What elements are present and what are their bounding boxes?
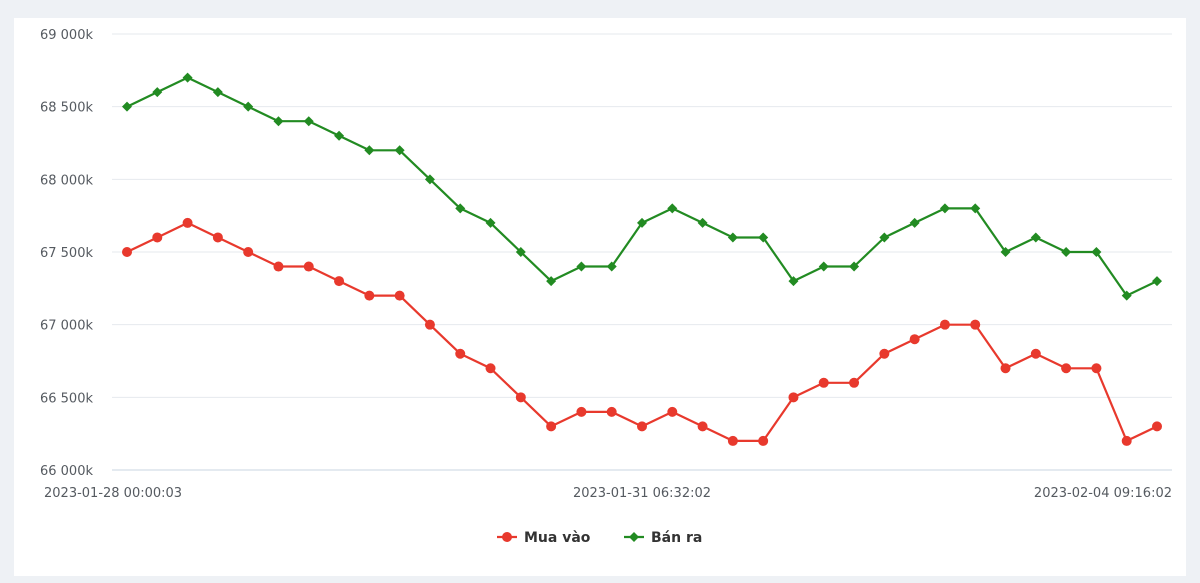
data-point[interactable] [152, 87, 163, 98]
chart-panel [14, 18, 1186, 576]
series-layer [122, 72, 1162, 446]
data-point[interactable] [546, 421, 557, 432]
data-point[interactable] [273, 261, 284, 272]
data-point[interactable] [637, 421, 647, 432]
data-point[interactable] [1061, 247, 1072, 257]
legend-label: Mua vào [524, 530, 591, 546]
data-point[interactable] [334, 130, 345, 141]
data-point[interactable] [879, 232, 890, 243]
data-point[interactable] [243, 247, 254, 257]
data-point[interactable] [424, 319, 435, 330]
data-point[interactable] [485, 363, 496, 374]
y-tick-label: 67 500k [40, 246, 93, 261]
data-point[interactable] [879, 348, 890, 359]
data-point[interactable] [546, 276, 557, 287]
x-tick-label: 2023-01-28 00:00:03 [44, 486, 182, 501]
data-point[interactable] [727, 232, 738, 243]
data-point[interactable] [576, 406, 587, 417]
data-point[interactable] [576, 261, 587, 272]
data-point[interactable] [212, 232, 223, 243]
data-point[interactable] [182, 217, 193, 228]
data-point[interactable] [758, 435, 769, 446]
data-point[interactable] [485, 217, 496, 228]
y-tick-label: 68 500k [40, 101, 93, 116]
data-point[interactable] [606, 261, 617, 272]
grid-layer [112, 33, 1172, 471]
data-point[interactable] [939, 319, 950, 330]
data-point[interactable] [364, 290, 375, 301]
data-point[interactable] [1121, 435, 1132, 446]
data-point[interactable] [637, 217, 647, 228]
data-point[interactable] [909, 334, 920, 345]
y-axis: 66 000k 66 500k 67 000k 67 500k 68 000k 68 50… [40, 28, 93, 479]
data-point[interactable] [697, 421, 708, 432]
data-point[interactable] [455, 203, 466, 214]
data-point[interactable] [1061, 363, 1072, 374]
data-point[interactable] [273, 116, 284, 127]
data-point[interactable] [939, 203, 950, 214]
data-point[interactable] [1000, 247, 1011, 257]
data-point[interactable] [667, 203, 678, 214]
y-tick-label: 66 500k [40, 391, 93, 406]
data-point[interactable] [727, 435, 738, 446]
y-tick-label: 69 000k [40, 28, 93, 43]
data-point[interactable] [303, 261, 314, 272]
data-point[interactable] [788, 392, 799, 403]
data-point[interactable] [818, 261, 829, 272]
data-point[interactable] [1091, 363, 1102, 374]
data-point[interactable] [334, 276, 345, 287]
data-point[interactable] [697, 217, 708, 228]
data-point[interactable] [849, 261, 860, 272]
data-point[interactable] [455, 348, 466, 359]
data-point[interactable] [364, 145, 375, 156]
data-point[interactable] [424, 174, 435, 185]
legend-item-0[interactable]: Mua vào [497, 530, 591, 546]
data-point[interactable] [818, 377, 829, 388]
data-point[interactable] [303, 116, 314, 127]
data-point[interactable] [515, 392, 526, 403]
data-point[interactable] [243, 101, 254, 112]
data-point[interactable] [667, 406, 678, 417]
x-tick-label: 2023-02-04 09:16:02 [1034, 486, 1172, 501]
data-point[interactable] [1030, 348, 1041, 359]
data-point[interactable] [1152, 276, 1162, 287]
y-tick-label: 68 000k [40, 173, 93, 188]
data-point[interactable] [1030, 232, 1041, 243]
data-point[interactable] [606, 406, 617, 417]
legend-marker [502, 532, 512, 542]
data-point[interactable] [909, 217, 920, 228]
x-axis: 2023-01-28 00:00:03 2023-01-31 06:32:02 20… [44, 486, 1172, 501]
legend[interactable]: Mua vào Bán ra [497, 530, 702, 546]
legend-marker [629, 532, 639, 542]
legend-item-1[interactable]: Bán ra [624, 530, 702, 546]
data-point[interactable] [849, 377, 860, 388]
data-point[interactable] [515, 247, 526, 257]
y-tick-label: 67 000k [40, 319, 93, 334]
x-tick-label: 2023-01-31 06:32:02 [573, 486, 711, 501]
data-point[interactable] [212, 87, 223, 98]
data-point[interactable] [394, 145, 405, 156]
data-point[interactable] [1152, 421, 1162, 432]
data-point[interactable] [970, 319, 981, 330]
series-line-0 [126, 221, 1158, 442]
data-point[interactable] [1121, 290, 1132, 301]
data-point[interactable] [394, 290, 405, 301]
data-point[interactable] [758, 232, 769, 243]
data-point[interactable] [1000, 363, 1011, 374]
data-point[interactable] [182, 72, 193, 83]
data-point[interactable] [122, 101, 132, 112]
y-tick-label: 66 000k [40, 464, 93, 479]
data-point[interactable] [122, 247, 132, 257]
data-point[interactable] [152, 232, 163, 243]
data-point[interactable] [788, 276, 799, 287]
data-point[interactable] [1091, 247, 1102, 257]
data-point[interactable] [970, 203, 981, 214]
legend-label: Bán ra [651, 530, 702, 546]
